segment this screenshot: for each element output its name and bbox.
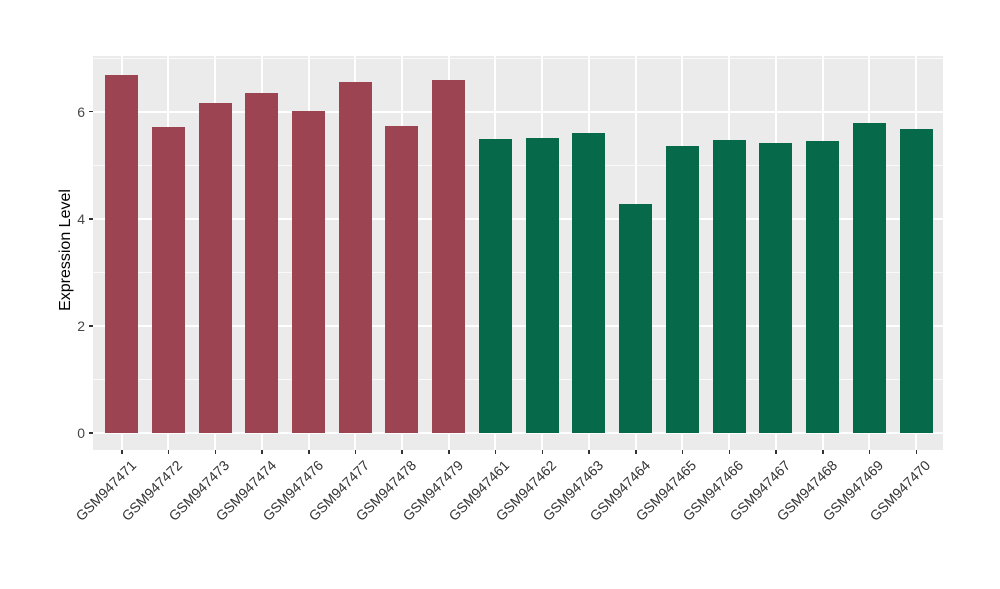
gridline-minor-y [93, 165, 943, 167]
bar-GSM947466 [712, 139, 746, 433]
y-tick-mark [89, 432, 93, 434]
bar-GSM947470 [899, 128, 933, 433]
x-tick-mark [868, 450, 871, 454]
bar-GSM947462 [525, 137, 559, 433]
y-tick-mark [89, 325, 93, 327]
x-tick-mark [588, 450, 590, 454]
y-tick-label: 4 [77, 210, 85, 227]
x-tick-mark [167, 450, 170, 454]
x-tick-mark [915, 450, 917, 454]
x-tick-mark [308, 450, 310, 454]
bar-GSM947474 [245, 93, 279, 433]
bar-GSM947473 [198, 102, 232, 433]
bar-GSM947472 [151, 126, 185, 433]
bar-GSM947467 [759, 142, 793, 433]
x-tick-mark [214, 450, 217, 454]
x-tick-mark [775, 450, 777, 454]
x-tick-mark [448, 450, 450, 454]
y-tick-mark [89, 218, 93, 220]
x-tick-mark [121, 450, 123, 454]
bar-GSM947468 [806, 141, 840, 433]
plot-panel [93, 56, 943, 450]
gridline-major-y [93, 324, 943, 327]
gridline-minor-y [93, 379, 943, 381]
bar-GSM947461 [478, 139, 512, 433]
y-tick-mark [89, 110, 93, 113]
x-tick-mark [354, 450, 357, 454]
y-tick-label: 6 [77, 103, 85, 120]
bar-GSM947478 [385, 126, 419, 433]
x-tick-mark [728, 450, 731, 454]
gridline-major-y [93, 217, 943, 220]
bar-GSM947465 [665, 145, 699, 433]
x-tick-mark [541, 450, 544, 454]
bar-GSM947469 [852, 123, 886, 433]
x-tick-mark [635, 450, 637, 454]
x-tick-mark [494, 450, 497, 454]
bar-GSM947463 [572, 133, 606, 433]
x-tick-mark [261, 450, 263, 454]
bar-GSM947471 [105, 74, 139, 433]
y-tick-label: 0 [77, 425, 85, 441]
y-tick-label: 2 [77, 317, 85, 334]
x-tick-mark [401, 450, 403, 454]
x-tick-mark [822, 450, 824, 454]
gridline-minor-y [93, 272, 943, 274]
gridline-minor-y [93, 58, 943, 60]
bar-GSM947464 [619, 203, 653, 433]
gridline-major-y [93, 432, 943, 434]
gridline-major-y [93, 110, 943, 113]
bar-GSM947476 [292, 110, 326, 433]
bar-GSM947477 [338, 81, 372, 433]
x-tick-mark [681, 450, 684, 454]
bar-GSM947479 [432, 80, 466, 433]
